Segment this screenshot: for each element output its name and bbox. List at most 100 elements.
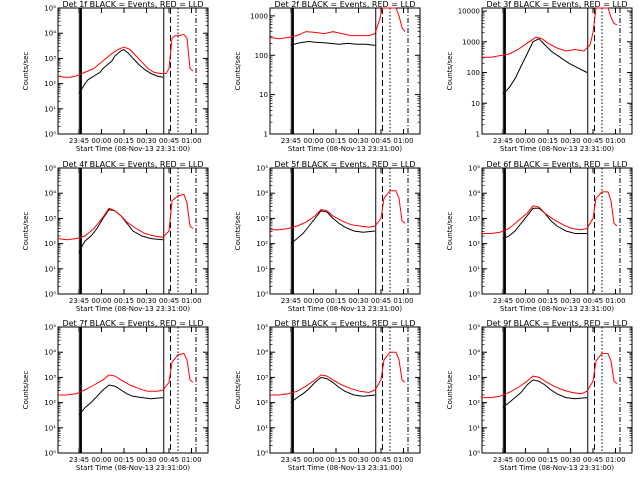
- x-tick-label: 23:45: [69, 456, 89, 464]
- x-tick-label: 01:00: [393, 297, 413, 305]
- x-tick-label: 00:45: [583, 297, 603, 305]
- x-tick-label: 23:45: [493, 297, 513, 305]
- y-tick-label: 10²: [468, 399, 480, 407]
- y-axis-label: Counts/sec: [446, 212, 454, 251]
- x-tick-label: 00:15: [326, 137, 346, 145]
- x-axis-label: Start Time (08-Nov-13 23:31:00): [500, 145, 614, 153]
- y-tick-label: 10¹: [44, 265, 56, 273]
- panel-title: Det 8f BLACK = Events, RED = LLD: [274, 319, 415, 328]
- y-tick-label: 10⁰: [44, 291, 56, 299]
- x-tick-label: 01:00: [393, 137, 413, 145]
- series-events-line: [78, 384, 164, 416]
- y-tick-label: 1000: [462, 38, 480, 46]
- x-tick-label: 00:30: [560, 297, 580, 305]
- x-axis-label: Start Time (08-Nov-13 23:31:00): [500, 464, 614, 472]
- x-tick-label: 01:00: [181, 297, 201, 305]
- x-tick-label: 00:00: [515, 297, 535, 305]
- series-lld-line: [270, 351, 406, 396]
- y-tick-label: 10²: [256, 240, 268, 248]
- y-tick-label: 10000: [458, 8, 480, 16]
- y-tick-label: 10³: [468, 215, 480, 223]
- x-tick-label: 23:45: [493, 456, 513, 464]
- series-lld-line: [57, 193, 194, 241]
- x-tick-label: 00:45: [583, 137, 603, 145]
- y-tick-label: 10¹: [44, 105, 56, 113]
- y-tick-label: 10⁵: [44, 165, 56, 173]
- x-tick-label: 00:45: [159, 456, 179, 464]
- y-tick-label: 10: [259, 91, 268, 99]
- x-tick-label: 00:45: [371, 137, 391, 145]
- y-axis-label: Counts/sec: [234, 371, 242, 410]
- series-lld-line: [482, 191, 618, 234]
- x-axis-label: Start Time (08-Nov-13 23:31:00): [288, 305, 402, 313]
- x-tick-label: 00:45: [159, 297, 179, 305]
- x-tick-label: 00:30: [348, 137, 368, 145]
- panel-9: Det 9f BLACK = Events, RED = LLD 10⁰ 10¹ 10…: [446, 319, 633, 472]
- series-lld-line: [270, 190, 406, 231]
- series-lld-line: [482, 7, 618, 58]
- x-tick-label: 00:30: [348, 456, 368, 464]
- x-tick-label: 01:00: [181, 456, 201, 464]
- x-tick-label: 23:45: [281, 456, 301, 464]
- x-tick-label: 00:30: [136, 297, 156, 305]
- panel-8: Det 8f BLACK = Events, RED = LLD 10⁰ 10¹ 10…: [234, 319, 421, 472]
- panel-title: Det 3f BLACK = Events, RED = LLD: [486, 0, 627, 9]
- plot-frame: [269, 326, 421, 454]
- series-events-line: [290, 376, 376, 403]
- y-tick-label: 10⁴: [256, 190, 268, 198]
- x-tick-label: 00:00: [303, 137, 323, 145]
- y-axis-label: Counts/sec: [22, 52, 30, 91]
- x-axis-label: Start Time (08-Nov-13 23:31:00): [76, 145, 190, 153]
- x-tick-label: 00:15: [326, 456, 346, 464]
- x-tick-label: 00:15: [114, 456, 134, 464]
- x-tick-label: 01:00: [605, 297, 625, 305]
- panel-5: Det 5f BLACK = Events, RED = LLD 10⁰ 10¹ 10…: [234, 160, 421, 313]
- y-tick-label: 10: [471, 100, 480, 108]
- y-tick-label: 10⁰: [468, 291, 480, 299]
- x-tick-label: 00:00: [91, 137, 111, 145]
- series-events-line: [78, 49, 164, 94]
- x-axis-label: Start Time (08-Nov-13 23:31:00): [500, 305, 614, 313]
- y-tick-label: 10¹: [468, 424, 480, 432]
- x-tick-label: 23:45: [69, 297, 89, 305]
- series-events-line: [502, 207, 587, 240]
- y-tick-label: 10³: [44, 55, 56, 63]
- y-tick-label: 10¹: [256, 265, 268, 273]
- y-tick-label: 10⁴: [468, 349, 480, 357]
- y-tick-label: 10¹: [256, 424, 268, 432]
- y-tick-label: 10³: [256, 215, 268, 223]
- x-tick-label: 00:30: [560, 137, 580, 145]
- x-axis-label: Start Time (08-Nov-13 23:31:00): [76, 305, 190, 313]
- y-tick-label: 10²: [468, 240, 480, 248]
- y-tick-label: 10⁵: [256, 165, 268, 173]
- y-tick-label: 10⁰: [44, 450, 56, 458]
- y-tick-label: 10⁵: [44, 5, 56, 13]
- panel-7: Det 7f BLACK = Events, RED = LLD 10⁰ 10¹ 10…: [22, 319, 209, 472]
- x-tick-label: 00:00: [303, 297, 323, 305]
- x-tick-label: 01:00: [393, 456, 413, 464]
- y-tick-label: 10²: [44, 399, 56, 407]
- x-tick-label: 00:00: [91, 456, 111, 464]
- x-tick-label: 00:30: [136, 137, 156, 145]
- x-tick-label: 01:00: [605, 456, 625, 464]
- y-tick-label: 10⁰: [256, 450, 268, 458]
- plot-frame: [481, 326, 633, 454]
- x-tick-label: 23:45: [69, 137, 89, 145]
- y-tick-label: 100: [467, 69, 480, 77]
- y-tick-label: 1: [264, 131, 268, 139]
- x-tick-label: 00:15: [538, 456, 558, 464]
- y-tick-label: 10³: [468, 374, 480, 382]
- y-tick-label: 1: [476, 131, 480, 139]
- y-tick-label: 10²: [256, 399, 268, 407]
- x-tick-label: 00:45: [583, 456, 603, 464]
- x-tick-label: 00:30: [348, 297, 368, 305]
- panel-2: Det 2f BLACK = Events, RED = LLD 1 10 100 10…: [234, 0, 421, 153]
- y-tick-label: 100: [255, 52, 268, 60]
- series-events-line: [502, 379, 588, 408]
- series-events-line: [502, 38, 588, 95]
- y-axis-label: Counts/sec: [446, 371, 454, 410]
- panel-title: Det 1f BLACK = Events, RED = LLD: [62, 0, 203, 9]
- x-axis-label: Start Time (08-Nov-13 23:31:00): [288, 145, 402, 153]
- y-tick-label: 10⁵: [468, 324, 480, 332]
- x-tick-label: 00:00: [515, 456, 535, 464]
